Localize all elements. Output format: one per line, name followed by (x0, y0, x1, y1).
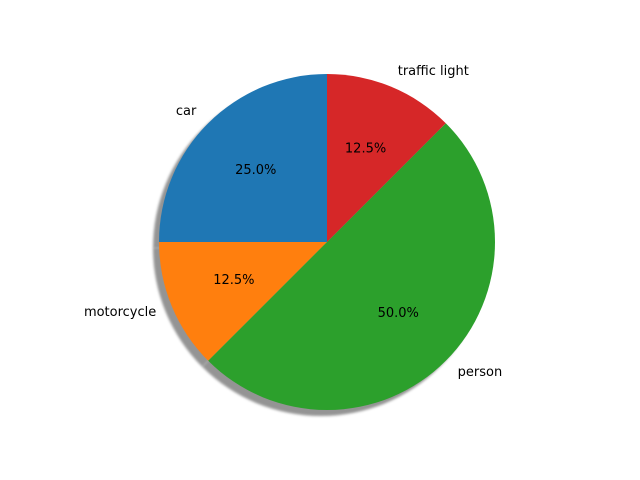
slice-label-car: car (176, 104, 197, 119)
pie-label-layer: car 25.0% motorcycle 12.5% person 50.0% traffi… (84, 64, 502, 380)
pie-slice-motorcycle (159, 242, 327, 361)
slice-label-person: person (458, 365, 503, 380)
percent-label-person: 50.0% (378, 306, 419, 321)
slice-label-traffic-light: traffic light (398, 64, 469, 79)
percent-label-motorcycle: 12.5% (213, 273, 254, 288)
pie-slice-traffic-light (327, 74, 446, 242)
slice-label-motorcycle: motorcycle (84, 305, 156, 320)
percent-label-traffic-light: 12.5% (345, 141, 386, 156)
percent-label-car: 25.0% (235, 163, 276, 178)
pie-slice-car (159, 74, 327, 242)
pie-slice-person (208, 123, 495, 411)
pie-slice-layer (159, 74, 495, 411)
